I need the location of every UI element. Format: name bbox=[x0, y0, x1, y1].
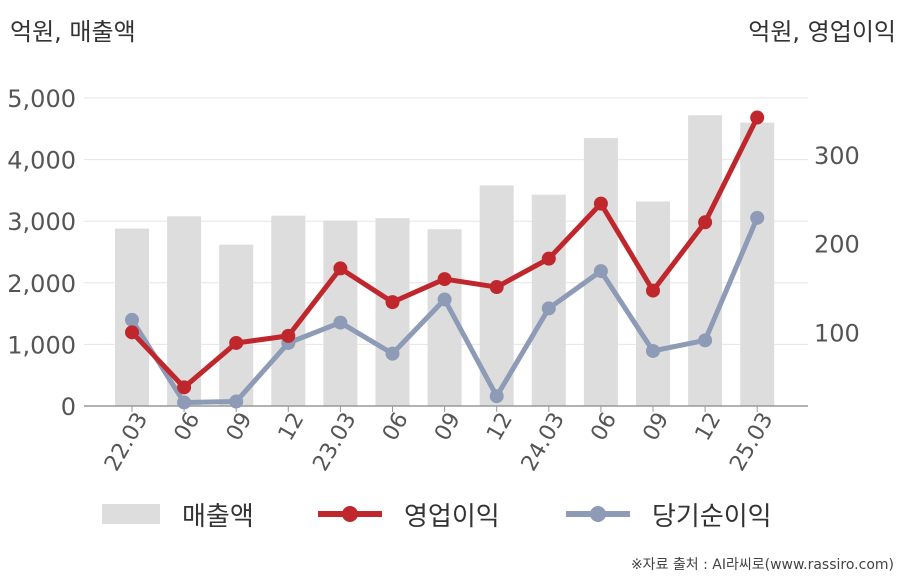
operating-profit-point bbox=[437, 272, 452, 287]
left-tick-label: 2,000 bbox=[7, 270, 76, 298]
left-tick-label: 1,000 bbox=[7, 331, 76, 359]
left-tick-label: 5,000 bbox=[7, 85, 76, 113]
left-tick-label: 0 bbox=[61, 393, 76, 421]
operating-profit-point bbox=[541, 251, 556, 266]
legend-item-operating-profit: 영업이익 bbox=[318, 494, 500, 534]
net-income-point bbox=[229, 394, 244, 409]
revenue-bar bbox=[688, 115, 723, 407]
x-tick-label: 25.03 bbox=[725, 409, 778, 476]
net-income-point bbox=[541, 301, 556, 316]
left-axis-unit-label: 억원, 매출액 bbox=[10, 18, 136, 46]
source-credit: ※자료 출처 : AI라씨로(www.rassiro.com) bbox=[630, 557, 894, 573]
x-tick-label: 12 bbox=[482, 409, 518, 446]
net-income-point bbox=[750, 210, 765, 225]
legend-swatch-net-income bbox=[566, 506, 630, 522]
right-tick-label: 100 bbox=[814, 319, 860, 347]
legend-label-operating-profit: 영업이익 bbox=[404, 501, 500, 532]
operating-profit-point bbox=[125, 325, 139, 340]
net-income-point bbox=[646, 343, 660, 358]
chart-legend: 매출액 영업이익 당기순이익 bbox=[0, 494, 908, 534]
operating-profit-point bbox=[698, 215, 713, 230]
x-tick-label: 09 bbox=[639, 409, 675, 446]
revenue-bar bbox=[271, 215, 306, 406]
x-tick-label: 22.03 bbox=[100, 409, 153, 476]
right-tick-label: 200 bbox=[814, 231, 860, 259]
operating-profit-point bbox=[593, 196, 608, 211]
left-tick-label: 4,000 bbox=[7, 147, 76, 175]
x-tick-label: 06 bbox=[586, 409, 622, 446]
legend-swatch-revenue bbox=[102, 504, 160, 524]
operating-profit-point bbox=[646, 283, 660, 298]
x-tick-label: 12 bbox=[691, 409, 727, 446]
operating-profit-point bbox=[281, 328, 296, 343]
net-income-point bbox=[437, 292, 452, 307]
operating-profit-point bbox=[229, 335, 244, 350]
axes bbox=[84, 405, 808, 412]
operating-profit-point bbox=[177, 380, 192, 395]
operating-profit-point bbox=[333, 261, 348, 276]
revenue-bar bbox=[323, 220, 358, 406]
revenue-bar bbox=[636, 201, 670, 406]
legend-item-revenue: 매출액 bbox=[102, 494, 254, 534]
net-income-point bbox=[593, 264, 608, 279]
revenue-bar bbox=[479, 185, 514, 406]
legend-label-revenue: 매출액 bbox=[182, 501, 254, 532]
net-income-point bbox=[177, 395, 192, 410]
left-tick-label: 3,000 bbox=[7, 208, 76, 236]
legend-label-net-income: 당기순이익 bbox=[652, 501, 772, 532]
profit-lines bbox=[125, 110, 765, 410]
legend-swatch-operating-profit bbox=[318, 506, 382, 522]
x-tick-label: 12 bbox=[274, 409, 310, 446]
operating-profit-point bbox=[385, 295, 400, 310]
x-tick-label: 24.03 bbox=[517, 409, 570, 476]
net-income-point bbox=[489, 389, 504, 404]
net-income-point bbox=[698, 333, 713, 348]
x-tick-label: 06 bbox=[378, 409, 414, 446]
net-income-point bbox=[333, 315, 348, 330]
legend-item-net-income: 당기순이익 bbox=[566, 494, 772, 534]
x-tick-label: 23.03 bbox=[308, 409, 361, 476]
revenue-bar bbox=[375, 218, 410, 406]
operating-profit-point bbox=[489, 280, 504, 295]
net-income-point bbox=[125, 312, 139, 327]
revenue-bar bbox=[219, 244, 254, 406]
right-axis-unit-label: 억원, 영업이익 bbox=[748, 18, 896, 46]
x-tick-label: 06 bbox=[170, 409, 206, 446]
x-tick-label: 09 bbox=[430, 409, 466, 446]
operating-profit-point bbox=[750, 110, 765, 125]
x-tick-label: 09 bbox=[222, 409, 258, 446]
net-income-point bbox=[385, 346, 400, 361]
right-tick-label: 300 bbox=[814, 142, 860, 170]
revenue-bar bbox=[740, 122, 775, 406]
